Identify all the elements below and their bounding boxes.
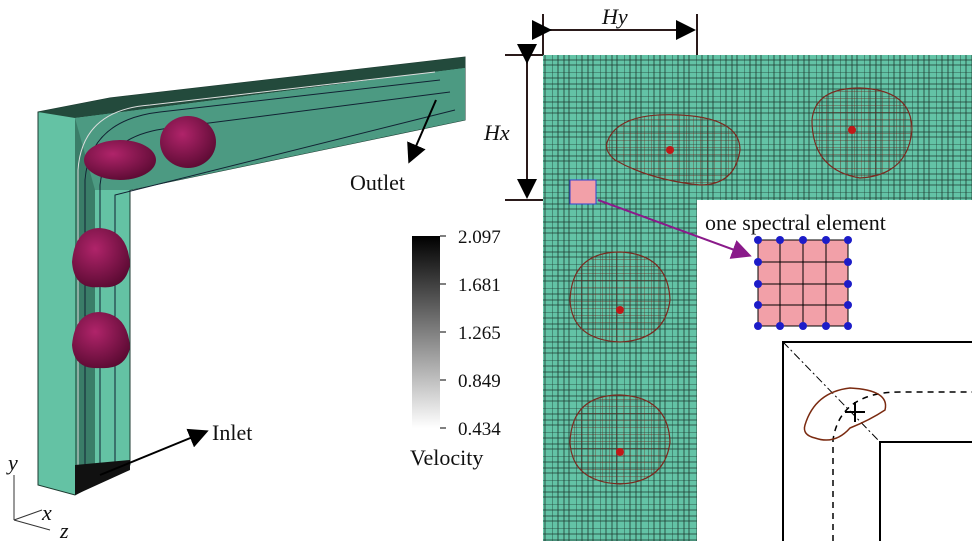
- hy-label: Hy: [601, 4, 628, 29]
- channel-3d: [37, 56, 466, 496]
- element-highlight: [569, 179, 597, 205]
- inlet-label: Inlet: [212, 420, 252, 445]
- colorbar-tick-label: 0.849: [458, 371, 501, 392]
- dimensions: [505, 14, 698, 201]
- colorbar-ticks: 2.097 1.681 1.265 0.849 0.434: [440, 227, 501, 440]
- colorbar-tick-label: 0.434: [458, 419, 501, 440]
- colorbar-tick-label: 1.265: [458, 323, 501, 344]
- outlet-label: Outlet: [350, 170, 405, 195]
- axes-triad: [13, 475, 51, 531]
- droplets-mesh: [569, 87, 913, 485]
- outlet-arrow: [407, 99, 437, 164]
- axis-z: z: [59, 518, 69, 541]
- corner-inset: [765, 341, 972, 541]
- axis-y: y: [6, 450, 18, 475]
- spectral-element: [754, 236, 852, 330]
- colorbar: [412, 236, 440, 428]
- colorbar-title: Velocity: [410, 445, 483, 470]
- colorbar-tick-label: 2.097: [458, 227, 501, 248]
- spectral-label: one spectral element: [705, 210, 886, 235]
- element-arrow: [597, 199, 752, 259]
- inlet-arrow: [99, 428, 209, 476]
- hx-label: Hx: [483, 120, 510, 145]
- axis-x: x: [41, 500, 52, 525]
- colorbar-tick-label: 1.681: [458, 275, 501, 296]
